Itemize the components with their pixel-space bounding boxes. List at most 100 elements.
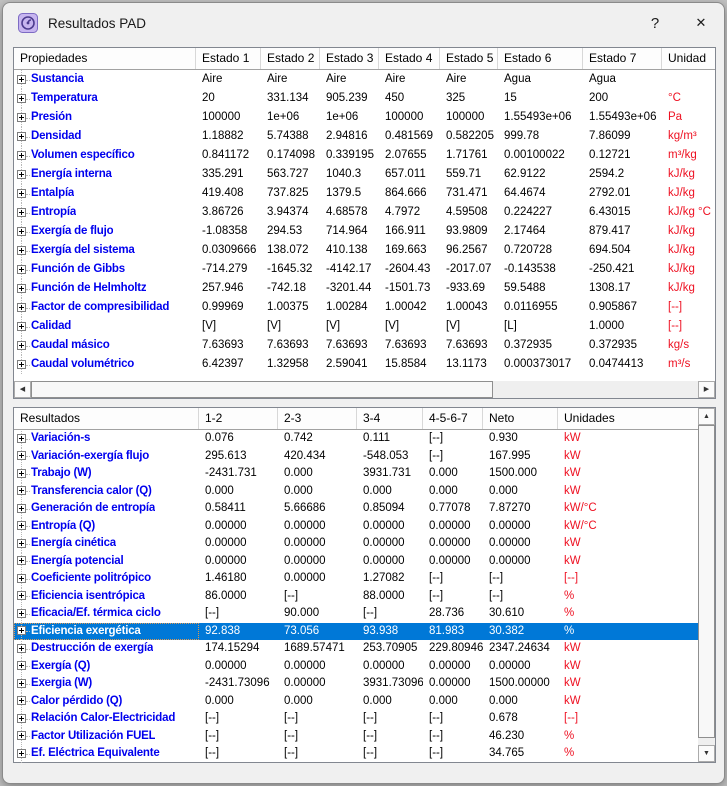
- expand-plus-icon[interactable]: [14, 336, 31, 355]
- table-row[interactable]: Variación-exergía flujo 295.613 420.434 -54…: [14, 447, 698, 465]
- cell-value: -3201.44: [326, 282, 372, 294]
- table-row[interactable]: Entalpía 419.408 737.825 1379.5 864.666 731.4…: [14, 184, 715, 203]
- expand-plus-icon[interactable]: [14, 640, 31, 658]
- table-row[interactable]: Variación-s 0.076 0.742 0.111 [--] 0.930 kW: [14, 430, 698, 448]
- column-header-estado-3[interactable]: Estado 3: [320, 48, 379, 69]
- table-row[interactable]: Coeficiente politrópico 1.46180 0.00000 1.2…: [14, 570, 698, 588]
- close-button[interactable]: ✕: [678, 3, 724, 43]
- expand-plus-icon[interactable]: [14, 298, 31, 317]
- table-row[interactable]: Temperatura 20 331.134 905.239 450 325 15 200 °C: [14, 89, 715, 108]
- expand-plus-icon[interactable]: [14, 710, 31, 728]
- help-button[interactable]: ?: [650, 14, 660, 32]
- expand-plus-icon[interactable]: [14, 517, 31, 535]
- expand-plus-icon[interactable]: [14, 70, 31, 89]
- expand-plus-icon[interactable]: [14, 482, 31, 500]
- expand-plus-icon[interactable]: [14, 465, 31, 483]
- expand-plus-icon[interactable]: [14, 447, 31, 465]
- expand-plus-icon[interactable]: [14, 355, 31, 374]
- expand-plus-icon[interactable]: [14, 222, 31, 241]
- column-header-unidad[interactable]: Unidad: [668, 51, 707, 65]
- column-header-estado-7[interactable]: Estado 7: [583, 48, 662, 69]
- column-header-estado-1[interactable]: Estado 1: [196, 48, 261, 69]
- expand-plus-icon[interactable]: [14, 127, 31, 146]
- table-row[interactable]: Caudal másico 7.63693 7.63693 7.63693 7.6369…: [14, 336, 715, 355]
- cell-value: 2.07655: [385, 149, 427, 161]
- table-row[interactable]: Presión 100000 1e+06 1e+06 100000 100000 1.554…: [14, 108, 715, 127]
- expand-plus-icon[interactable]: [14, 241, 31, 260]
- expand-plus-icon[interactable]: [14, 657, 31, 675]
- expand-plus-icon[interactable]: [14, 570, 31, 588]
- expand-plus-icon[interactable]: [14, 430, 31, 448]
- table-row[interactable]: Energía potencial 0.00000 0.00000 0.00000 0.…: [14, 552, 698, 570]
- table-row[interactable]: Eficiencia exergética 92.838 73.056 93.938 8…: [14, 622, 698, 640]
- expand-plus-icon[interactable]: [14, 622, 31, 640]
- column-header-1-2[interactable]: 1-2: [199, 408, 278, 429]
- table-row[interactable]: Función de Gibbs -714.279 -1645.32 -4142.17…: [14, 260, 715, 279]
- table-row[interactable]: Exergia (W) -2431.73096 0.00000 3931.73096 0…: [14, 675, 698, 693]
- expand-plus-icon[interactable]: [14, 146, 31, 165]
- column-header-2-3[interactable]: 2-3: [278, 408, 357, 429]
- table-row[interactable]: Transferencia calor (Q) 0.000 0.000 0.000 0.…: [14, 482, 698, 500]
- scroll-down-icon[interactable]: ▼: [698, 745, 715, 762]
- table-row[interactable]: Trabajo (W) -2431.731 0.000 3931.731 0.000 15…: [14, 465, 698, 483]
- table-row[interactable]: Calidad [V] [V] [V] [V] [V] [L] 1.0000 [--]: [14, 317, 715, 336]
- expand-plus-icon[interactable]: [14, 745, 31, 763]
- plus-icon: [17, 626, 26, 636]
- column-header-estado-5[interactable]: Estado 5: [440, 48, 498, 69]
- column-header-neto[interactable]: Neto: [483, 408, 558, 429]
- table-row[interactable]: Relación Calor-Electricidad [--] [--] [--] […: [14, 710, 698, 728]
- column-header-4-5-6-7[interactable]: 4-5-6-7: [423, 408, 483, 429]
- table-row[interactable]: Función de Helmholtz 257.946 -742.18 -3201.…: [14, 279, 715, 298]
- expand-plus-icon[interactable]: [14, 587, 31, 605]
- table-row[interactable]: Entropía 3.86726 3.94374 4.68578 4.7972 4.595…: [14, 203, 715, 222]
- expand-plus-icon[interactable]: [14, 203, 31, 222]
- column-header-propiedades[interactable]: Propiedades: [14, 48, 196, 69]
- table-row[interactable]: Volumen específico 0.841172 0.174098 0.3391…: [14, 146, 715, 165]
- table-row[interactable]: Densidad 1.18882 5.74388 2.94816 0.481569 0.5…: [14, 127, 715, 146]
- column-header-unidades[interactable]: Unidades: [564, 411, 615, 425]
- column-header-estado-4[interactable]: Estado 4: [379, 48, 440, 69]
- scroll-up-icon[interactable]: ▲: [698, 408, 715, 425]
- expand-plus-icon[interactable]: [14, 552, 31, 570]
- table-row[interactable]: Exergía del sistema 0.0309666 138.072 410.1…: [14, 241, 715, 260]
- expand-plus-icon[interactable]: [14, 727, 31, 745]
- table-row[interactable]: Caudal volumétrico 6.42397 1.32958 2.59041 1…: [14, 355, 715, 374]
- expand-plus-icon[interactable]: [14, 279, 31, 298]
- table-row[interactable]: Eficiencia isentrópica 86.0000 [--] 88.0000…: [14, 587, 698, 605]
- h-scrollbar[interactable]: ◀ ▶: [14, 381, 715, 398]
- table-row[interactable]: Eficacia/Ef. térmica ciclo [--] 90.000 [--]…: [14, 605, 698, 623]
- expand-plus-icon[interactable]: [14, 535, 31, 553]
- v-scroll-thumb[interactable]: [698, 425, 715, 738]
- table-row[interactable]: Factor de compresibilidad 0.99969 1.00375 1…: [14, 298, 715, 317]
- table-row[interactable]: Generación de entropía 0.58411 5.66686 0.85…: [14, 500, 698, 518]
- v-scrollbar[interactable]: ▲ ▼: [698, 408, 715, 762]
- column-header-estado-6[interactable]: Estado 6: [498, 48, 583, 69]
- cell-value: [--]: [205, 712, 220, 724]
- table-row[interactable]: Energía cinética 0.00000 0.00000 0.00000 0.0…: [14, 535, 698, 553]
- column-header-estado-2[interactable]: Estado 2: [261, 48, 320, 69]
- table-row[interactable]: Exergía de flujo -1.08358 294.53 714.964 166…: [14, 222, 715, 241]
- column-header-3-4[interactable]: 3-4: [357, 408, 423, 429]
- expand-plus-icon[interactable]: [14, 165, 31, 184]
- scroll-right-icon[interactable]: ▶: [698, 381, 715, 398]
- table-row[interactable]: Entropía (Q) 0.00000 0.00000 0.00000 0.00000…: [14, 517, 698, 535]
- h-scroll-thumb[interactable]: [31, 381, 493, 398]
- table-row[interactable]: Exergía (Q) 0.00000 0.00000 0.00000 0.00000 0…: [14, 657, 698, 675]
- table-row[interactable]: Sustancia Aire Aire Aire Aire Aire Agua Agua: [14, 70, 715, 89]
- expand-plus-icon[interactable]: [14, 108, 31, 127]
- column-header-resultados[interactable]: Resultados: [14, 408, 199, 429]
- expand-plus-icon[interactable]: [14, 260, 31, 279]
- expand-plus-icon[interactable]: [14, 89, 31, 108]
- expand-plus-icon[interactable]: [14, 692, 31, 710]
- table-row[interactable]: Calor pérdido (Q) 0.000 0.000 0.000 0.000 0.0…: [14, 692, 698, 710]
- expand-plus-icon[interactable]: [14, 500, 31, 518]
- scroll-left-icon[interactable]: ◀: [14, 381, 31, 398]
- expand-plus-icon[interactable]: [14, 675, 31, 693]
- table-row[interactable]: Factor Utilización FUEL [--] [--] [--] [--] 4…: [14, 727, 698, 745]
- table-row[interactable]: Energía interna 335.291 563.727 1040.3 657.0…: [14, 165, 715, 184]
- expand-plus-icon[interactable]: [14, 317, 31, 336]
- expand-plus-icon[interactable]: [14, 605, 31, 623]
- expand-plus-icon[interactable]: [14, 184, 31, 203]
- table-row[interactable]: Destrucción de exergía 174.15294 1689.5747…: [14, 640, 698, 658]
- table-row[interactable]: Ef. Eléctrica Equivalente [--] [--] [--] [--…: [14, 745, 698, 763]
